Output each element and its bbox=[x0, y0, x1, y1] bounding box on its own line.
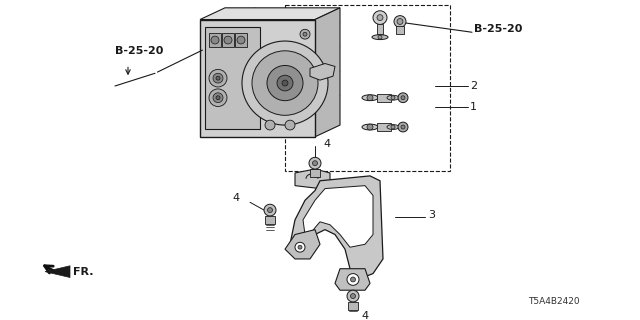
Circle shape bbox=[347, 290, 359, 302]
Bar bbox=[209, 33, 221, 47]
Circle shape bbox=[213, 73, 223, 83]
Polygon shape bbox=[285, 230, 320, 259]
Bar bbox=[377, 24, 383, 34]
Text: 4: 4 bbox=[323, 139, 330, 149]
Text: 1: 1 bbox=[470, 102, 477, 113]
Circle shape bbox=[391, 125, 395, 129]
Circle shape bbox=[264, 204, 276, 216]
Circle shape bbox=[224, 36, 232, 44]
Circle shape bbox=[401, 96, 405, 100]
Bar bbox=[205, 28, 260, 129]
Circle shape bbox=[216, 76, 220, 80]
Circle shape bbox=[367, 124, 373, 130]
Circle shape bbox=[209, 69, 227, 87]
Text: FR.: FR. bbox=[73, 267, 93, 277]
Polygon shape bbox=[310, 63, 335, 80]
Circle shape bbox=[347, 274, 359, 285]
Circle shape bbox=[268, 208, 273, 212]
Circle shape bbox=[216, 96, 220, 100]
Circle shape bbox=[401, 125, 405, 129]
Circle shape bbox=[351, 294, 355, 299]
Circle shape bbox=[309, 157, 321, 169]
Polygon shape bbox=[200, 8, 340, 20]
Polygon shape bbox=[45, 266, 70, 277]
Bar bbox=[222, 33, 234, 47]
Circle shape bbox=[213, 93, 223, 103]
Circle shape bbox=[373, 11, 387, 24]
Polygon shape bbox=[303, 186, 373, 247]
Circle shape bbox=[391, 96, 395, 100]
Circle shape bbox=[285, 120, 295, 130]
Bar bbox=[285, 5, 450, 171]
Text: 4: 4 bbox=[233, 193, 240, 204]
Text: 2: 2 bbox=[470, 81, 477, 91]
Circle shape bbox=[378, 35, 382, 39]
Bar bbox=[310, 169, 320, 177]
Bar bbox=[377, 94, 391, 102]
Circle shape bbox=[209, 89, 227, 107]
Circle shape bbox=[277, 75, 293, 91]
Polygon shape bbox=[295, 169, 330, 188]
Circle shape bbox=[282, 80, 288, 86]
Ellipse shape bbox=[362, 124, 378, 130]
Ellipse shape bbox=[372, 35, 388, 40]
Circle shape bbox=[242, 41, 328, 125]
Text: 3: 3 bbox=[428, 210, 435, 220]
Circle shape bbox=[211, 36, 219, 44]
Circle shape bbox=[295, 242, 305, 252]
Circle shape bbox=[265, 120, 275, 130]
Bar bbox=[377, 123, 391, 131]
Circle shape bbox=[398, 122, 408, 132]
Text: B-25-20: B-25-20 bbox=[474, 24, 522, 34]
Circle shape bbox=[300, 29, 310, 39]
Polygon shape bbox=[290, 176, 383, 278]
Bar bbox=[200, 20, 315, 137]
Polygon shape bbox=[335, 269, 370, 290]
Circle shape bbox=[398, 93, 408, 103]
Bar bbox=[396, 26, 404, 34]
Ellipse shape bbox=[387, 124, 399, 130]
Circle shape bbox=[267, 66, 303, 101]
Circle shape bbox=[367, 95, 373, 101]
Circle shape bbox=[252, 51, 318, 115]
Bar bbox=[235, 33, 247, 47]
Text: 4: 4 bbox=[361, 311, 368, 320]
Circle shape bbox=[397, 19, 403, 24]
Circle shape bbox=[351, 277, 355, 282]
Text: T5A4B2420: T5A4B2420 bbox=[529, 297, 580, 306]
Text: B-25-20: B-25-20 bbox=[115, 46, 163, 56]
Ellipse shape bbox=[362, 95, 378, 101]
Ellipse shape bbox=[387, 95, 399, 100]
Circle shape bbox=[394, 16, 406, 28]
Bar bbox=[265, 216, 275, 224]
Circle shape bbox=[237, 36, 245, 44]
Circle shape bbox=[298, 245, 302, 249]
Polygon shape bbox=[315, 8, 340, 137]
Circle shape bbox=[377, 15, 383, 20]
Circle shape bbox=[303, 32, 307, 36]
Bar bbox=[348, 302, 358, 310]
Circle shape bbox=[312, 161, 317, 166]
